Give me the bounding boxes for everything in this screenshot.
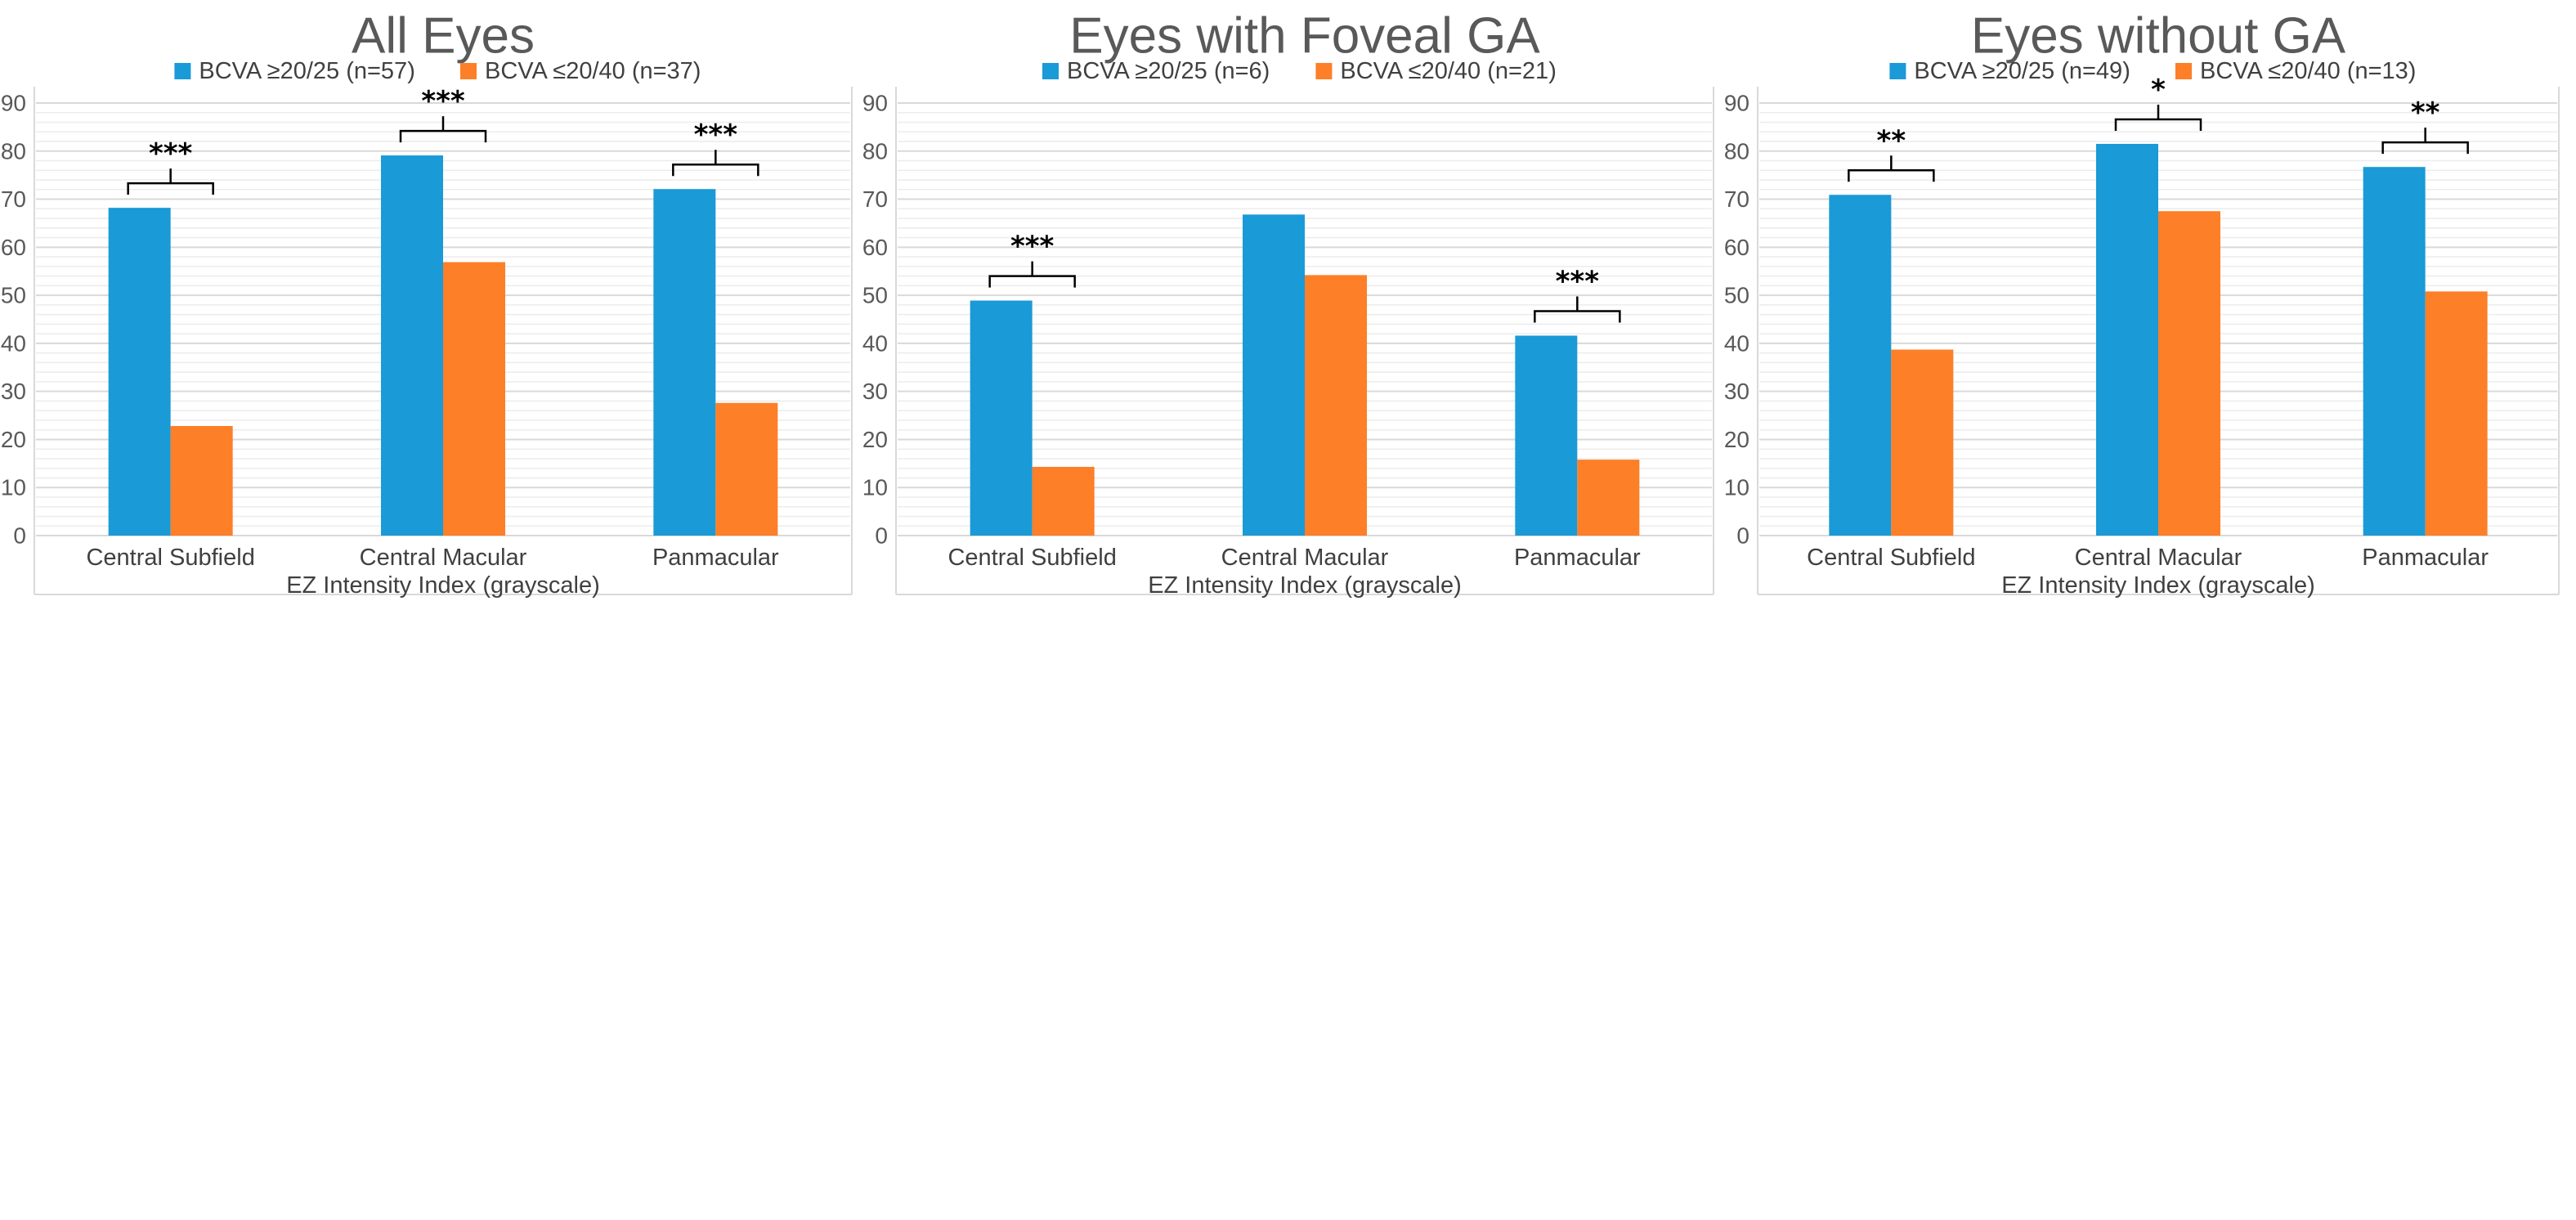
significance-bracket <box>1848 155 1935 182</box>
significance-marker: *** <box>1010 231 1055 263</box>
x-category-label: Central Macular <box>360 545 527 571</box>
bar-bcva-poor-2 <box>2158 211 2220 536</box>
y-tick-label: 40 <box>1 330 26 356</box>
bar-bcva-poor-1 <box>1891 349 1954 536</box>
bar-bcva-good-1 <box>970 300 1033 536</box>
bar-bcva-poor-1 <box>1032 466 1095 536</box>
y-tick-label: 0 <box>13 523 26 549</box>
x-axis-title: EZ Intensity Index (grayscale) <box>1148 572 1462 599</box>
x-axis-title: EZ Intensity Index (grayscale) <box>286 572 600 599</box>
y-tick-label: 60 <box>1 235 26 260</box>
y-tick-label: 30 <box>1724 379 1749 404</box>
significance-marker: ** <box>1877 124 1906 157</box>
y-tick-label: 70 <box>862 186 888 212</box>
y-tick-label: 60 <box>862 235 888 260</box>
significance-bracket <box>988 261 1076 288</box>
x-category-label: Central Macular <box>1221 545 1389 571</box>
significance-bracket <box>1534 296 1621 323</box>
y-tick-label: 80 <box>1 138 26 164</box>
legend-swatch-2 <box>460 63 477 79</box>
x-category-label: Panmacular <box>652 545 779 571</box>
significance-marker: ** <box>2411 96 2440 129</box>
significance-bracket <box>672 150 759 177</box>
y-tick-label: 50 <box>1724 283 1749 308</box>
bar-bcva-good-2 <box>381 155 443 536</box>
x-axis-title: EZ Intensity Index (grayscale) <box>2001 572 2315 599</box>
bar-bcva-good-2 <box>1243 214 1305 536</box>
significance-marker: *** <box>149 137 193 170</box>
x-category-label: Central Macular <box>2075 545 2242 571</box>
significance-marker: *** <box>1556 265 1600 298</box>
y-tick-label: 80 <box>1724 138 1749 164</box>
bar-bcva-good-2 <box>2096 143 2158 536</box>
significance-bracket <box>399 116 487 143</box>
bar-bcva-poor-3 <box>1577 460 1640 536</box>
y-tick-label: 10 <box>862 475 888 500</box>
legend-swatch-1 <box>174 63 191 79</box>
y-tick-label: 40 <box>1724 330 1749 356</box>
y-tick-label: 0 <box>1736 523 1749 549</box>
y-tick-label: 40 <box>862 330 888 356</box>
legend-swatch-2 <box>2175 63 2192 79</box>
significance-bracket <box>2114 104 2202 131</box>
y-tick-label: 50 <box>862 283 888 308</box>
bar-bcva-good-3 <box>653 189 716 536</box>
y-tick-label: 70 <box>1724 186 1749 212</box>
chart-title: Eyes with Foveal GA <box>1069 8 1540 65</box>
significance-bracket <box>2381 128 2469 155</box>
legend-swatch-1 <box>1042 63 1059 79</box>
y-tick-label: 20 <box>862 427 888 452</box>
y-tick-label: 90 <box>1 91 26 116</box>
y-tick-label: 50 <box>1 283 26 308</box>
bar-bcva-good-1 <box>108 208 171 536</box>
y-tick-label: 90 <box>862 91 888 116</box>
legend-label-2: BCVA ≤20/40 (n=21) <box>1340 58 1556 84</box>
significance-marker: *** <box>694 119 738 151</box>
significance-bracket <box>127 168 214 195</box>
legend-swatch-1 <box>1889 63 1906 79</box>
bar-bcva-good-3 <box>2363 167 2426 536</box>
legend-swatch-2 <box>1315 63 1333 79</box>
y-tick-label: 30 <box>862 379 888 404</box>
legend-label-1: BCVA ≥20/25 (n=57) <box>199 58 414 84</box>
chart-title: Eyes without GA <box>1971 8 2346 65</box>
bar-bcva-poor-3 <box>2425 291 2488 536</box>
y-tick-label: 30 <box>1 379 26 404</box>
bar-bcva-poor-1 <box>170 425 233 536</box>
y-tick-label: 20 <box>1 427 26 452</box>
y-tick-label: 20 <box>1724 427 1749 452</box>
legend-label-1: BCVA ≥20/25 (n=6) <box>1067 58 1270 84</box>
bar-bcva-good-3 <box>1515 335 1578 536</box>
bar-bcva-poor-2 <box>1305 275 1367 536</box>
x-category-label: Central Subfield <box>948 545 1116 571</box>
y-tick-label: 70 <box>1 186 26 212</box>
bar-bcva-poor-3 <box>715 402 778 536</box>
y-tick-label: 60 <box>1724 235 1749 260</box>
bar-bcva-poor-2 <box>443 262 505 536</box>
significance-marker: * <box>2151 74 2166 106</box>
x-category-label: Central Subfield <box>1807 545 1975 571</box>
legend-label-2: BCVA ≤20/40 (n=37) <box>485 58 701 84</box>
significance-marker: *** <box>421 85 465 118</box>
y-tick-label: 90 <box>1724 91 1749 116</box>
y-tick-label: 10 <box>1724 475 1749 500</box>
x-category-label: Panmacular <box>2362 545 2489 571</box>
y-tick-label: 0 <box>875 523 888 549</box>
bar-bcva-good-1 <box>1829 195 1892 536</box>
legend-label-1: BCVA ≥20/25 (n=49) <box>1914 58 2130 84</box>
y-tick-label: 10 <box>1 475 26 500</box>
x-category-label: Central Subfield <box>86 545 254 571</box>
y-tick-label: 80 <box>862 138 888 164</box>
chart-title: All Eyes <box>352 8 535 65</box>
legend-label-2: BCVA ≤20/40 (n=13) <box>2200 58 2416 84</box>
x-category-label: Panmacular <box>1514 545 1641 571</box>
